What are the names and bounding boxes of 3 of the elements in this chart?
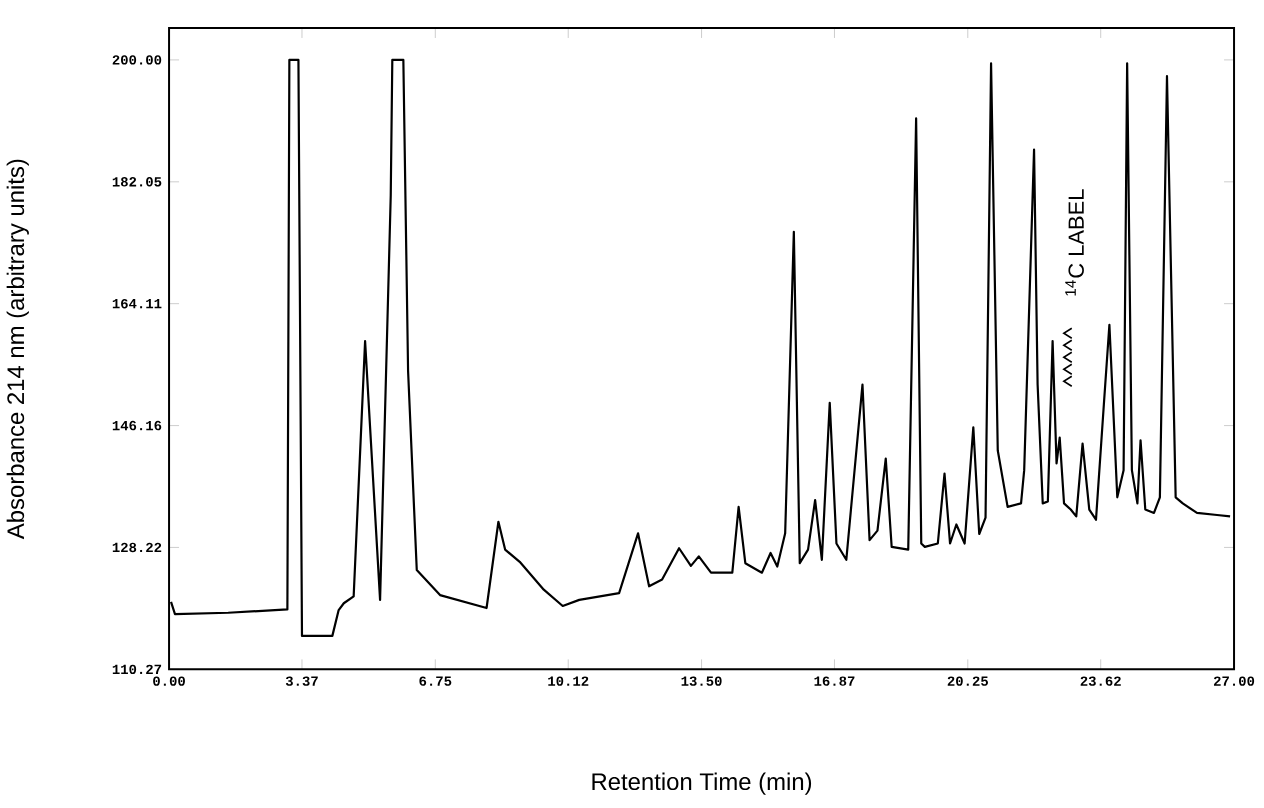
annotation: $^{14}$C LABEL <box>1065 189 1084 296</box>
x-axis-title: Retention Time (min) <box>592 772 812 796</box>
y-axis-title: Absorbance 214 nm (arbitrary units) <box>6 160 29 540</box>
